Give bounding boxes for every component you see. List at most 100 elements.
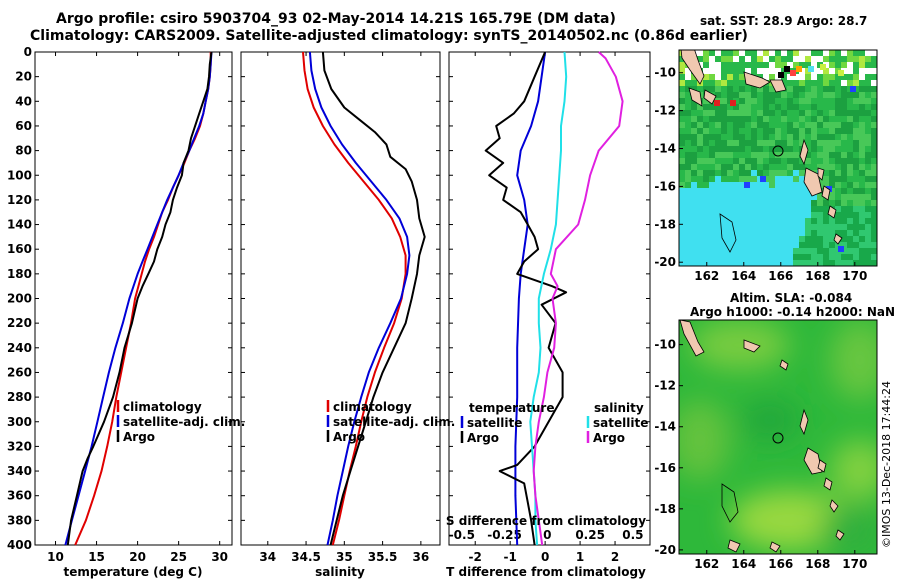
sst-pixel <box>733 248 739 254</box>
sst-pixel <box>691 176 697 182</box>
sst-pixel <box>853 164 859 170</box>
sst-pixel <box>727 74 733 80</box>
sst-pixel <box>871 194 877 200</box>
sst-pixel <box>781 146 787 152</box>
sst-pixel <box>691 236 697 242</box>
sst-pixel <box>841 152 847 158</box>
sst-pixel <box>793 224 799 230</box>
sst-pixel <box>817 212 823 218</box>
sst-pixel <box>865 188 871 194</box>
sst-pixel <box>871 176 877 182</box>
sst-pixel <box>799 74 805 80</box>
sst-pixel <box>811 212 817 218</box>
sst-pixel <box>739 176 745 182</box>
sst-pixel <box>853 56 859 62</box>
sst-pixel <box>829 50 835 56</box>
sst-pixel <box>757 230 763 236</box>
sst-pixel <box>775 158 781 164</box>
sst-pixel <box>721 182 727 188</box>
sst-pixel <box>769 230 775 236</box>
x-tick-label: 35 <box>336 550 353 564</box>
sst-pixel <box>853 68 859 74</box>
sst-pixel <box>721 236 727 242</box>
sst-pixel <box>691 206 697 212</box>
sst-pixel <box>739 80 745 86</box>
sst-pixel <box>769 176 775 182</box>
sst-pixel <box>835 104 841 110</box>
sst-pixel <box>841 236 847 242</box>
sst-pixel <box>829 86 835 92</box>
sst-pixel <box>823 212 829 218</box>
y-tick-label: 340 <box>7 464 32 478</box>
sst-pixel <box>769 98 775 104</box>
sst-pixel <box>805 158 811 164</box>
sst-pixel <box>739 158 745 164</box>
sst-pixel <box>733 62 739 68</box>
sst-pixel <box>793 74 799 80</box>
sst-pixel <box>727 128 733 134</box>
map-y-tick-label: -18 <box>654 502 676 516</box>
sst-pixel <box>853 74 859 80</box>
sst-pixel <box>865 170 871 176</box>
sst-pixel <box>787 242 793 248</box>
sst-pixel <box>715 122 721 128</box>
sst-pixel <box>787 128 793 134</box>
sst-pixel <box>769 194 775 200</box>
sst-pixel <box>829 170 835 176</box>
sst-pixel <box>751 116 757 122</box>
sst-pixel <box>859 236 865 242</box>
sst-pixel <box>703 254 709 260</box>
sst-pixel <box>721 62 727 68</box>
sst-pixel <box>793 158 799 164</box>
sst-pixel <box>841 116 847 122</box>
sst-pixel <box>739 98 745 104</box>
sst-pixel <box>733 158 739 164</box>
sst-pixel <box>703 224 709 230</box>
sst-pixel <box>865 86 871 92</box>
sst-pixel <box>721 68 727 74</box>
sst-pixel <box>721 218 727 224</box>
sst-pixel <box>787 50 793 56</box>
sst-pixel <box>733 206 739 212</box>
sst-pixel <box>841 74 847 80</box>
y-tick-label: 300 <box>7 415 32 429</box>
sst-pixel <box>727 134 733 140</box>
sst-pixel <box>817 230 823 236</box>
sst-pixel <box>703 200 709 206</box>
sst-map: 162 164 166 168 170 -10 -12 -14 -16 -18 -20 <box>654 49 878 283</box>
sst-pixel <box>847 188 853 194</box>
sst-pixel <box>808 66 814 72</box>
sst-pixel <box>691 260 697 266</box>
sst-pixel <box>691 104 697 110</box>
sst-pixel <box>799 98 805 104</box>
sst-pixel <box>733 110 739 116</box>
sst-pixel <box>685 248 691 254</box>
sst-pixel <box>829 62 835 68</box>
sst-pixel <box>763 164 769 170</box>
sst-pixel <box>685 110 691 116</box>
sst-pixel <box>745 152 751 158</box>
sst-pixel <box>799 254 805 260</box>
sst-pixel <box>865 230 871 236</box>
sst-pixel <box>835 218 841 224</box>
sst-pixel <box>703 80 709 86</box>
sst-pixel <box>799 116 805 122</box>
y-tick-label: 360 <box>7 489 32 503</box>
sst-pixel <box>823 260 829 266</box>
sst-pixel <box>817 200 823 206</box>
sst-pixel <box>763 242 769 248</box>
sst-pixel <box>733 224 739 230</box>
sst-pixel <box>744 182 750 188</box>
legend-label-climatology: climatology <box>123 400 202 414</box>
sst-pixel <box>739 128 745 134</box>
sst-pixel <box>799 104 805 110</box>
sst-pixel <box>721 50 727 56</box>
sst-pixel <box>715 116 721 122</box>
sst-pixel <box>811 146 817 152</box>
sst-pixel <box>853 260 859 266</box>
sst-pixel <box>775 116 781 122</box>
sst-pixel <box>679 86 685 92</box>
sst-pixel <box>817 146 823 152</box>
sst-pixel <box>781 50 787 56</box>
sst-pixel <box>823 170 829 176</box>
